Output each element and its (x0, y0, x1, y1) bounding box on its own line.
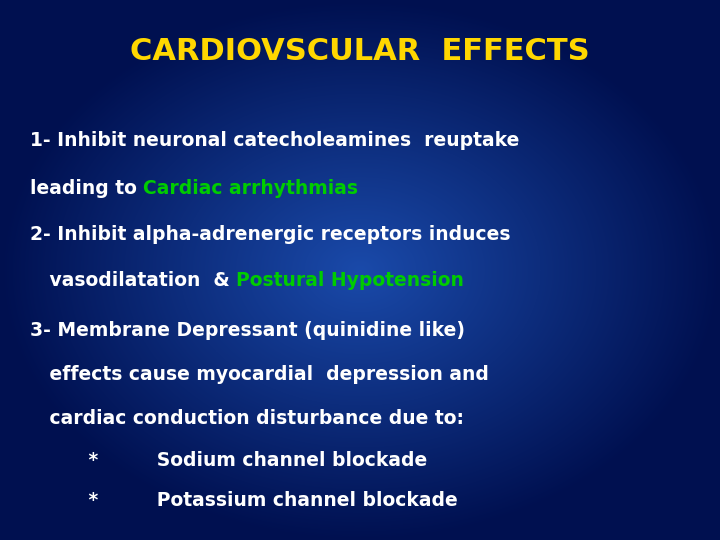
Text: CARDIOVSCULAR  EFFECTS: CARDIOVSCULAR EFFECTS (130, 37, 590, 66)
Text: leading to: leading to (30, 179, 143, 198)
Text: vasodilatation  &: vasodilatation & (30, 271, 236, 289)
Text: 3- Membrane Depressant (quinidine like): 3- Membrane Depressant (quinidine like) (30, 321, 465, 340)
Text: *         Potassium channel blockade: * Potassium channel blockade (30, 490, 458, 510)
Text: cardiac conduction disturbance due to:: cardiac conduction disturbance due to: (30, 408, 464, 428)
Text: Cardiac arrhythmias: Cardiac arrhythmias (143, 179, 359, 198)
Text: *         Sodium channel blockade: * Sodium channel blockade (30, 450, 427, 469)
Text: effects cause myocardial  depression and: effects cause myocardial depression and (30, 366, 489, 384)
Text: 2- Inhibit alpha-adrenergic receptors induces: 2- Inhibit alpha-adrenergic receptors in… (30, 226, 510, 245)
Text: Postural Hypotension: Postural Hypotension (236, 271, 464, 289)
Text: 1- Inhibit neuronal catecholeamines  reuptake: 1- Inhibit neuronal catecholeamines reup… (30, 131, 519, 150)
